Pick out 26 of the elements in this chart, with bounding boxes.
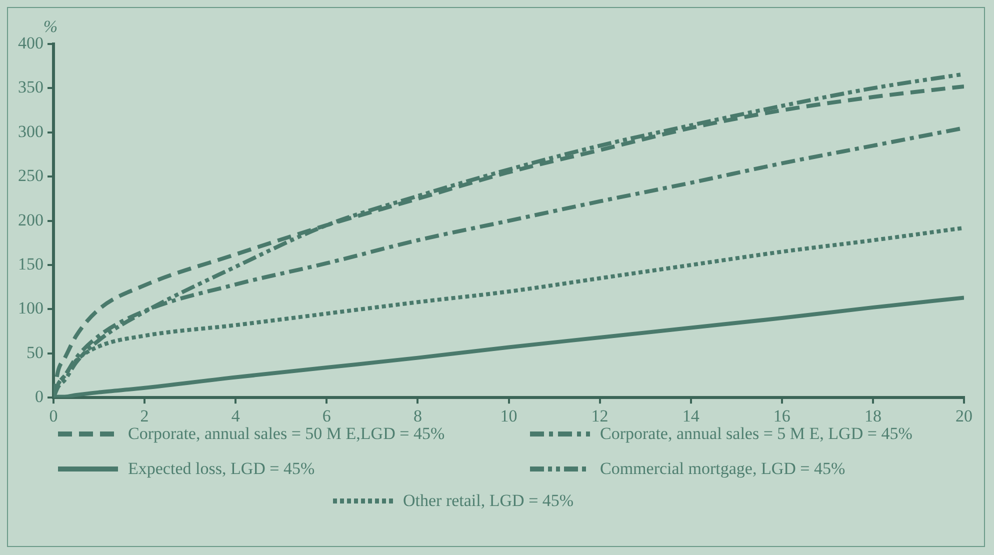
x-tick-label: 16 bbox=[773, 406, 790, 426]
y-tick-label: 250 bbox=[18, 166, 44, 186]
x-tick-label: 10 bbox=[500, 406, 518, 426]
y-tick-label: 0 bbox=[35, 387, 44, 406]
legend-label: Commercial mortgage, LGD = 45% bbox=[600, 459, 846, 479]
y-tick-label: 50 bbox=[26, 342, 44, 362]
x-tick-label: 6 bbox=[322, 406, 331, 426]
legend-label: Corporate, annual sales = 5 M E, LGD = 45% bbox=[600, 424, 912, 444]
x-tick-label: 2 bbox=[140, 406, 149, 426]
x-tick-label: 12 bbox=[591, 406, 608, 426]
y-tick-label: 150 bbox=[18, 254, 44, 274]
y-tick-label: 200 bbox=[18, 210, 44, 230]
legend-label: Other retail, LGD = 45% bbox=[403, 491, 574, 511]
y-tick-label: 300 bbox=[18, 122, 44, 141]
x-tick-label: 18 bbox=[864, 406, 882, 426]
x-tick-label: 20 bbox=[956, 406, 972, 426]
y-tick-label: 100 bbox=[18, 298, 44, 318]
x-tick-label: 4 bbox=[231, 406, 240, 426]
x-tick-label: 8 bbox=[413, 406, 422, 426]
legend-label: Expected loss, LGD = 45% bbox=[128, 459, 315, 479]
y-tick-label: 350 bbox=[18, 78, 44, 97]
x-tick-label: 0 bbox=[49, 406, 58, 426]
legend-label: Corporate, annual sales = 50 M E,LGD = 45% bbox=[128, 424, 445, 444]
y-tick-label: 400 bbox=[18, 33, 44, 52]
y-axis-title: % bbox=[43, 16, 58, 36]
x-tick-label: 14 bbox=[682, 406, 700, 426]
